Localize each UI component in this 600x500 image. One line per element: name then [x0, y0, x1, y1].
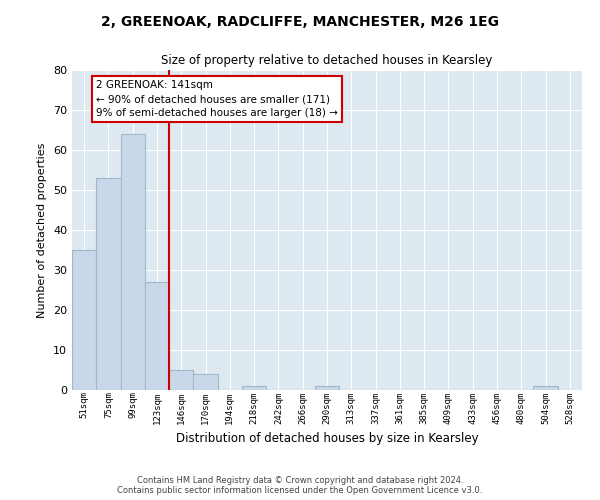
- Bar: [72, 250, 96, 390]
- Text: Contains HM Land Registry data © Crown copyright and database right 2024.
Contai: Contains HM Land Registry data © Crown c…: [118, 476, 482, 495]
- Bar: [145, 282, 169, 390]
- Bar: [96, 178, 121, 390]
- Bar: [242, 386, 266, 390]
- Text: 2, GREENOAK, RADCLIFFE, MANCHESTER, M26 1EG: 2, GREENOAK, RADCLIFFE, MANCHESTER, M26 …: [101, 15, 499, 29]
- Bar: [121, 134, 145, 390]
- X-axis label: Distribution of detached houses by size in Kearsley: Distribution of detached houses by size …: [176, 432, 478, 445]
- Bar: [533, 386, 558, 390]
- Text: 2 GREENOAK: 141sqm
← 90% of detached houses are smaller (171)
9% of semi-detache: 2 GREENOAK: 141sqm ← 90% of detached hou…: [96, 80, 338, 118]
- Title: Size of property relative to detached houses in Kearsley: Size of property relative to detached ho…: [161, 54, 493, 68]
- Bar: [193, 374, 218, 390]
- Y-axis label: Number of detached properties: Number of detached properties: [37, 142, 47, 318]
- Bar: [315, 386, 339, 390]
- Bar: [169, 370, 193, 390]
